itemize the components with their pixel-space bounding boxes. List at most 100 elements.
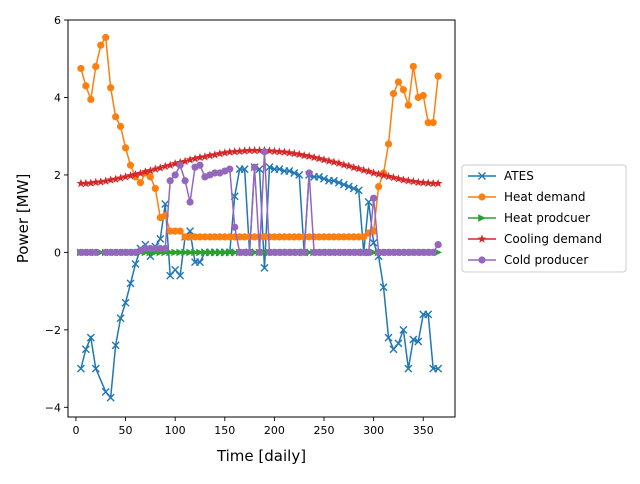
data-point-heat-prodcuer [230,248,239,257]
x-tick-label: 150 [214,424,235,437]
data-point-ates [329,176,338,185]
data-point-heat-demand [221,233,229,241]
data-point-cold-producer [250,163,259,171]
data-point-ates [265,163,274,172]
data-point-cooling-demand [101,176,111,185]
data-point-cooling-demand [364,166,374,176]
data-point-ates [240,165,249,174]
data-point-heat-demand [97,41,105,49]
data-point-cold-producer [171,171,179,179]
data-point-cooling-demand [279,147,289,156]
data-point-cooling-demand [265,146,274,155]
data-point-heat-prodcuer [186,248,194,257]
data-point-cold-producer [325,248,333,256]
data-point-heat-prodcuer [196,248,204,257]
data-point-heat-demand [201,233,209,241]
data-point-cold-producer [260,148,269,156]
data-point-cooling-demand [210,150,220,159]
data-point-cooling-demand [165,160,175,169]
data-point-heat-prodcuer [206,248,214,257]
data-point-heat-demand [186,233,194,241]
data-point-cold-producer [161,244,169,253]
data-point-heat-demand [285,233,293,241]
axes-frame [67,19,456,418]
data-point-heat-demand [394,78,403,86]
legend: ATES Heat demand Heat prodcuer Cooling dema… [461,164,627,273]
data-point-heat-prodcuer [250,248,259,257]
data-point-cold-producer [320,248,328,256]
data-point-heat-demand [176,227,184,235]
data-point-heat-demand [92,62,100,71]
data-point-heat-demand [409,62,417,71]
data-point-cooling-demand [250,145,259,155]
data-point-heat-prodcuer [434,248,442,257]
data-point-cooling-demand [195,152,205,162]
data-point-ates [344,182,353,191]
data-point-cold-producer [265,248,274,256]
data-point-cold-producer [340,248,348,256]
legend-marker [478,256,486,264]
data-point-heat-demand [102,33,110,42]
data-point-cold-producer [156,244,164,253]
x-tick-label: 350 [413,424,434,437]
data-point-heat-prodcuer [369,248,378,257]
data-point-ates [76,364,85,373]
legend-label: Cooling demand [504,232,602,246]
data-point-cooling-demand [136,168,145,178]
data-point-cold-producer [389,248,398,256]
data-point-heat-demand [181,233,189,241]
data-point-cooling-demand [389,173,398,182]
data-point-cold-producer [112,248,120,256]
data-point-cooling-demand [423,178,433,187]
data-point-heat-demand [330,233,338,241]
data-point-cooling-demand [304,151,314,161]
data-point-cold-producer [370,194,378,202]
data-point-heat-demand [350,233,358,241]
data-point-ates [334,178,343,187]
data-point-heat-demand [305,233,313,241]
data-point-heat-demand [236,233,244,241]
data-point-cold-producer [151,244,159,253]
data-point-ates [434,364,443,373]
data-point-cold-producer [285,248,293,256]
data-point-cold-producer [434,241,442,249]
data-point-cooling-demand [354,164,364,173]
data-point-ates [354,186,363,195]
data-point-cold-producer [236,248,244,256]
data-point-heat-demand [275,233,283,241]
legend-marker [477,234,487,243]
data-point-cooling-demand [433,178,443,188]
data-point-ates [121,298,130,307]
data-point-cold-producer [275,248,283,256]
data-point-cold-producer [365,248,373,256]
data-point-heat-demand [280,233,288,241]
data-point-cold-producer [419,248,427,256]
legend-marker [478,214,486,222]
data-point-heat-demand [340,233,348,241]
data-point-cold-producer [429,248,437,256]
data-point-heat-demand [82,82,90,90]
data-point-ates [339,180,348,189]
data-point-cold-producer [226,165,234,173]
data-point-cooling-demand [86,178,96,187]
data-point-cooling-demand [131,169,140,179]
data-point-heat-prodcuer [260,248,269,257]
legend-label: Cold producer [504,253,588,267]
data-point-heat-demand [146,173,154,181]
data-point-cooling-demand [81,178,91,188]
legend-item-heat-demand: Heat demand [468,190,586,204]
y-tick-label: −2 [45,324,61,337]
data-point-cooling-demand [418,178,428,187]
series-cold-producer [77,148,442,256]
data-point-heat-prodcuer [181,248,189,257]
data-point-heat-demand [196,233,204,241]
data-point-ates [315,172,324,181]
data-point-cold-producer [310,248,318,256]
data-point-cooling-demand [215,149,225,158]
data-point-cold-producer [166,177,174,185]
legend-marker [478,193,486,201]
series-heat-demand [77,33,442,241]
plot-area [76,33,443,402]
data-point-cold-producer [305,169,313,177]
